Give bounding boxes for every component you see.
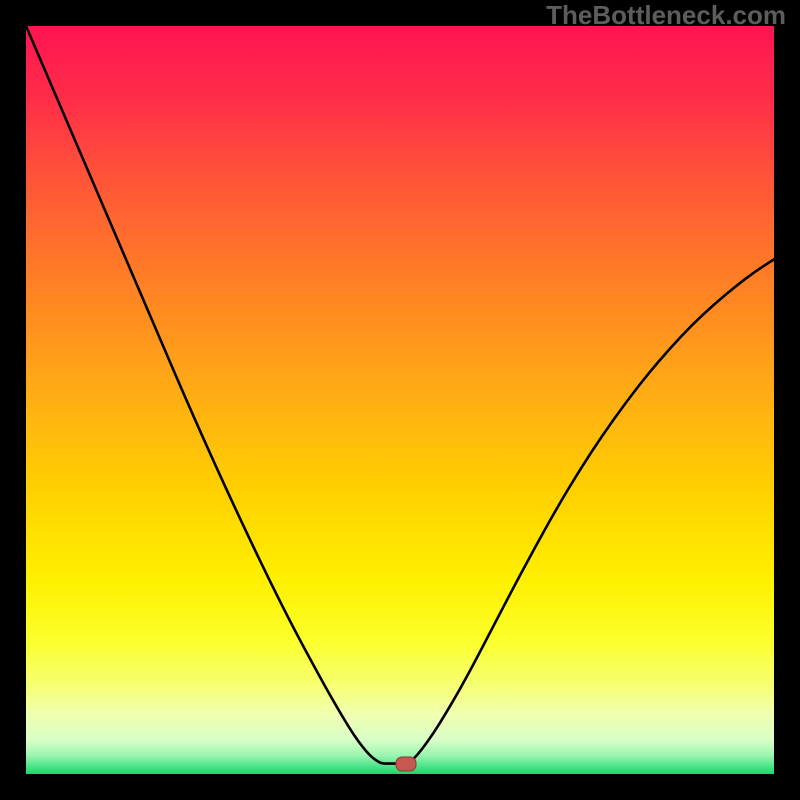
frame-border-left <box>0 0 26 800</box>
plot-area <box>26 26 774 774</box>
optimum-marker <box>394 755 418 773</box>
chart-frame: TheBottleneck.com <box>0 0 800 800</box>
frame-border-bottom <box>0 774 800 800</box>
frame-border-right <box>774 0 800 800</box>
plot-svg <box>26 26 774 774</box>
plot-background <box>26 26 774 774</box>
watermark-text: TheBottleneck.com <box>546 0 786 31</box>
optimum-marker-shape <box>396 757 416 771</box>
